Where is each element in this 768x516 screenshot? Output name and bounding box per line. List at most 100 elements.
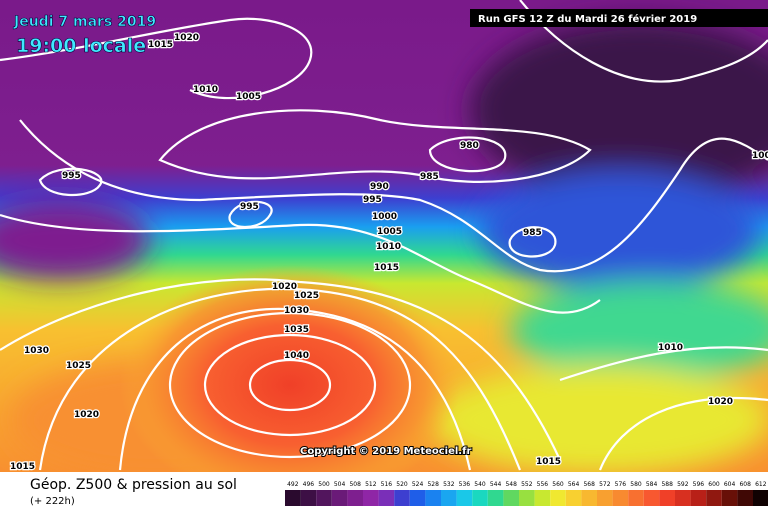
isobar-label: 995 <box>62 171 81 181</box>
colorbar-label: 568 <box>583 481 595 488</box>
colorbar-swatch <box>519 490 535 506</box>
isobar-labels: 1020101510101005980985995995990995100010… <box>9 32 768 474</box>
colorbar-swatch <box>472 490 488 506</box>
colorbar-label: 612 <box>755 481 767 488</box>
colorbar-label: 492 <box>287 481 299 488</box>
colorbar-swatch <box>441 490 457 506</box>
colorbar-swatch <box>597 490 613 506</box>
isobars <box>0 0 768 470</box>
colorbar-swatch <box>753 490 768 506</box>
isobar-label: 1030 <box>284 306 309 316</box>
colorbar-label: 564 <box>568 481 580 488</box>
isobar-label: 1015 <box>10 462 35 472</box>
colorbar-swatch <box>456 490 473 506</box>
colorbar-label: 572 <box>599 481 611 488</box>
colorbar-swatch <box>612 490 629 506</box>
colorbar-label: 532 <box>443 481 455 488</box>
isobar-label: 1005 <box>236 92 261 102</box>
colorbar-label: 576 <box>615 481 627 488</box>
colorbar-swatch <box>503 490 519 506</box>
colorbar-swatch <box>409 490 426 506</box>
colorbar: 492 496 500 504 508 512 516 520 524 528 532 536 540 5… <box>285 481 768 506</box>
colorbar-swatch <box>550 490 566 506</box>
colorbar-label: 508 <box>349 481 361 488</box>
isobar-label: 100 <box>752 151 768 161</box>
colorbar-label: 604 <box>724 481 736 488</box>
date-text: Jeudi 7 mars 2019 <box>13 14 156 30</box>
isobar-label: 1030 <box>24 346 49 356</box>
isobar-label: 1040 <box>284 351 309 361</box>
colorbar-label: 560 <box>552 481 564 488</box>
isobar-label: 995 <box>363 195 382 205</box>
colorbar-label: 608 <box>739 481 751 488</box>
isobar-label: 1010 <box>193 85 218 95</box>
run-banner <box>470 9 768 27</box>
colorbar-swatch <box>394 490 410 506</box>
colorbar-swatch <box>737 490 753 506</box>
copyright: Copyright © 2019 Meteociel.fr <box>300 446 471 457</box>
colorbar-label: 600 <box>708 481 720 488</box>
isobar-label: 1020 <box>708 397 733 407</box>
colorbar-swatch <box>534 490 551 506</box>
colorbar-label: 540 <box>474 481 486 488</box>
colorbar-swatch <box>347 490 363 506</box>
colorbar-swatch <box>643 490 660 506</box>
colorbar-label: 592 <box>677 481 689 488</box>
isobar-label: 1025 <box>66 361 91 371</box>
isobar-label: 1015 <box>148 40 173 50</box>
colorbar-label: 528 <box>427 481 439 488</box>
footer-title: Géop. Z500 & pression au sol <box>30 477 237 493</box>
isobar-label: 1025 <box>294 291 319 301</box>
colorbar-label: 548 <box>505 481 517 488</box>
isobar-label: 1020 <box>174 33 199 43</box>
colorbar-label: 524 <box>412 481 424 488</box>
isobar-label: 1000 <box>372 212 397 222</box>
isobar-label: 995 <box>240 202 259 212</box>
isobar-label: 985 <box>420 172 439 182</box>
isobar-label: 1015 <box>374 263 399 273</box>
colorbar-label: 584 <box>646 481 658 488</box>
colorbar-label: 536 <box>459 481 471 488</box>
isobar-label: 1010 <box>376 242 401 252</box>
colorbar-swatch <box>378 490 395 506</box>
colorbar-label: 580 <box>630 481 642 488</box>
isobar-label: 990 <box>370 182 389 192</box>
colorbar-label: 512 <box>365 481 377 488</box>
colorbar-label: 516 <box>381 481 393 488</box>
isobar-label: 1020 <box>272 282 297 292</box>
colorbar-swatch <box>316 490 332 506</box>
isobar-label: 980 <box>460 141 479 151</box>
colorbar-swatch <box>487 490 504 506</box>
colorbar-label: 596 <box>693 481 705 488</box>
time-text: 19:00 locale <box>16 35 146 57</box>
colorbar-label: 500 <box>318 481 330 488</box>
colorbar-label: 552 <box>521 481 533 488</box>
colorbar-swatch <box>675 490 691 506</box>
isobar-label: 1005 <box>377 227 402 237</box>
colorbar-swatch <box>706 490 722 506</box>
isobar-label: 1010 <box>658 343 683 353</box>
colorbar-swatch <box>628 490 644 506</box>
colorbar-label: 504 <box>334 481 346 488</box>
colorbar-swatch <box>690 490 707 506</box>
footer-lead: (+ 222h) <box>30 496 75 507</box>
colorbar-swatch <box>425 490 441 506</box>
run-text: Run GFS 12 Z du Mardi 26 février 2019 <box>478 13 697 25</box>
colorbar-label: 544 <box>490 481 502 488</box>
colorbar-swatch <box>659 490 675 506</box>
isobar-label: 1015 <box>536 457 561 467</box>
isobar-label: 985 <box>523 228 542 238</box>
colorbar-swatch <box>300 490 317 506</box>
colorbar-label: 588 <box>661 481 673 488</box>
colorbar-swatch <box>331 490 348 506</box>
colorbar-label: 520 <box>396 481 408 488</box>
colorbar-label: 556 <box>537 481 549 488</box>
isobar-label: 1035 <box>284 325 309 335</box>
colorbar-swatch <box>721 490 738 506</box>
colorbar-swatch <box>581 490 597 506</box>
colorbar-swatch <box>285 490 301 506</box>
isobar-label: 1020 <box>74 410 99 420</box>
colorbar-swatch <box>565 490 582 506</box>
